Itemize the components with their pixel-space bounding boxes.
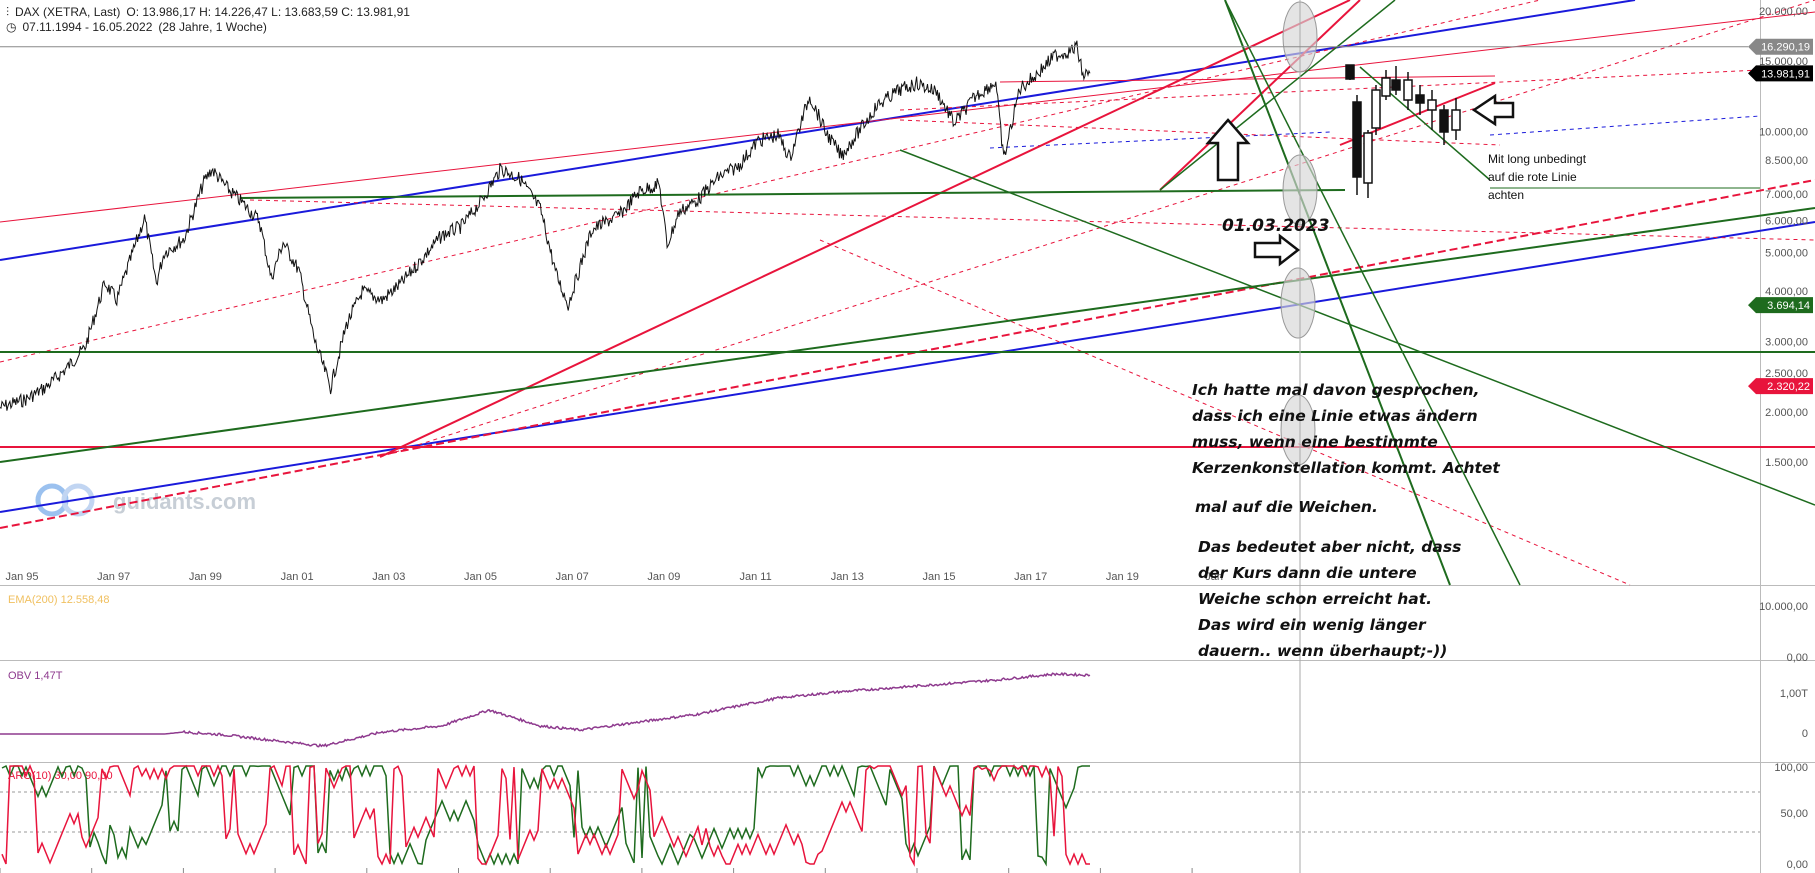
x-tick-label: Jan <box>1205 571 1223 583</box>
period-span: (28 Jahre, 1 Woche) <box>158 20 267 34</box>
x-tick-label: Jan 17 <box>1014 571 1047 583</box>
price-marker: 2.320,22 <box>1748 378 1813 395</box>
x-tick-label: Jan 15 <box>922 571 955 583</box>
ohlc-values: O: 13.986,17 H: 14.226,47 L: 13.683,59 C… <box>126 5 410 19</box>
x-tick-label: Jan 95 <box>5 571 38 583</box>
obv-tick: 0 <box>1802 728 1808 740</box>
aroon-tick: 0,00 <box>1787 859 1808 871</box>
main-note: Ich hatte mal davon gesprochen, dass ich… <box>1192 381 1500 477</box>
price-marker: 3.694,14 <box>1748 297 1813 314</box>
y-tick-label: 3.000,00 <box>1765 336 1808 348</box>
y-tick-label: 7.000,00 <box>1765 189 1808 201</box>
chart-type-icon: ⫶ <box>6 5 10 19</box>
x-tick-label: Jan 13 <box>831 571 864 583</box>
price-marker-label: 16.290,19 <box>1761 42 1810 54</box>
instrument-name: DAX (XETRA, Last) <box>15 5 121 19</box>
price-y-axis: 20.000,00 15.000,00 10.000,00 8.500,00 7.000… <box>1759 6 1808 469</box>
aroon-tick: 50,00 <box>1780 808 1808 820</box>
ema-pane: EMA(200) 12.558,48 10.000,00 0,00 <box>8 594 1808 664</box>
price-marker-label: 13.981,91 <box>1761 68 1810 80</box>
date-annotation: 01.03.2023 <box>1222 216 1330 236</box>
x-tick-label: Jan 19 <box>1106 571 1139 583</box>
x-tick-label: Jan 05 <box>464 571 497 583</box>
right-arrow-icon <box>1253 233 1301 267</box>
price-marker-label: 2.320,22 <box>1767 381 1810 393</box>
x-tick-label: Jan 01 <box>281 571 314 583</box>
aroon-pane: ARO(10) 30,00 90,00 100,00 50,00 0,00 <box>0 762 1808 871</box>
x-tick-label: Jan 99 <box>189 571 222 583</box>
aroon-tick: 100,00 <box>1774 762 1808 774</box>
x-tick-label: Jan 07 <box>556 571 589 583</box>
side-note: Mit long unbedingt auf die rote Linie ac… <box>1488 152 1587 202</box>
time-x-axis: Jan 95 Jan 97 Jan 99 Jan 01 Jan 03 Jan 05 Jan … <box>0 571 1223 873</box>
y-tick-label: 5.000,00 <box>1765 247 1808 259</box>
y-tick-label: 1.500,00 <box>1765 457 1808 469</box>
obv-pane: OBV 1,47T 1,00T 0 <box>0 670 1808 748</box>
clock-icon: ◷ <box>6 20 17 34</box>
price-marker: 16.290,19 <box>1748 38 1813 55</box>
aroon-down-line <box>1 764 1090 867</box>
price-line <box>0 40 1091 411</box>
price-marker-label: 3.694,14 <box>1767 300 1810 312</box>
ema-tick: 10.000,00 <box>1759 601 1808 613</box>
main-note-2: mal auf die Weichen. <box>1195 498 1378 516</box>
y-tick-label: 10.000,00 <box>1759 127 1808 139</box>
candle-zoom <box>1345 64 1461 198</box>
arrows <box>1205 93 1515 267</box>
y-tick-label: 4.000,00 <box>1765 286 1808 298</box>
obv-line <box>0 671 1091 748</box>
y-tick-label: 2.000,00 <box>1765 407 1808 419</box>
obv-tick: 1,00T <box>1780 688 1808 700</box>
y-tick-label: 8.500,00 <box>1765 155 1808 167</box>
x-tick-label: Jan 97 <box>97 571 130 583</box>
chart-period: ◷ 07.11.1994 - 16.05.2022 (28 Jahre, 1 Woc… <box>6 20 273 34</box>
ema-tick: 0,00 <box>1787 652 1808 664</box>
x-tick-label: Jan 09 <box>647 571 680 583</box>
price-marker: 13.981,91 <box>1748 65 1813 82</box>
obv-legend: OBV 1,47T <box>8 670 63 682</box>
ema-legend: EMA(200) 12.558,48 <box>8 594 110 606</box>
y-tick-label: 20.000,00 <box>1759 6 1808 18</box>
price-markers: 16.290,19 13.981,91 3.694,14 2.320,22 <box>0 38 1813 395</box>
y-tick-label: 6.000,00 <box>1765 216 1808 228</box>
main-note-3: Das bedeutet aber nicht, dass der Kurs d… <box>1198 538 1462 660</box>
up-arrow-icon <box>1205 118 1251 182</box>
x-tick-label: Jan 11 <box>739 571 771 583</box>
y-tick-label: 15.000,00 <box>1759 56 1808 68</box>
aroon-up-line <box>1 764 1090 867</box>
left-arrow-icon <box>1471 93 1515 127</box>
period-range: 07.11.1994 - 16.05.2022 <box>22 20 153 34</box>
y-tick-label: 2.500,00 <box>1765 368 1808 380</box>
x-tick-label: Jan 03 <box>372 571 405 583</box>
chart-header: ⫶ DAX (XETRA, Last) O: 13.986,17 H: 14.226… <box>6 5 416 20</box>
